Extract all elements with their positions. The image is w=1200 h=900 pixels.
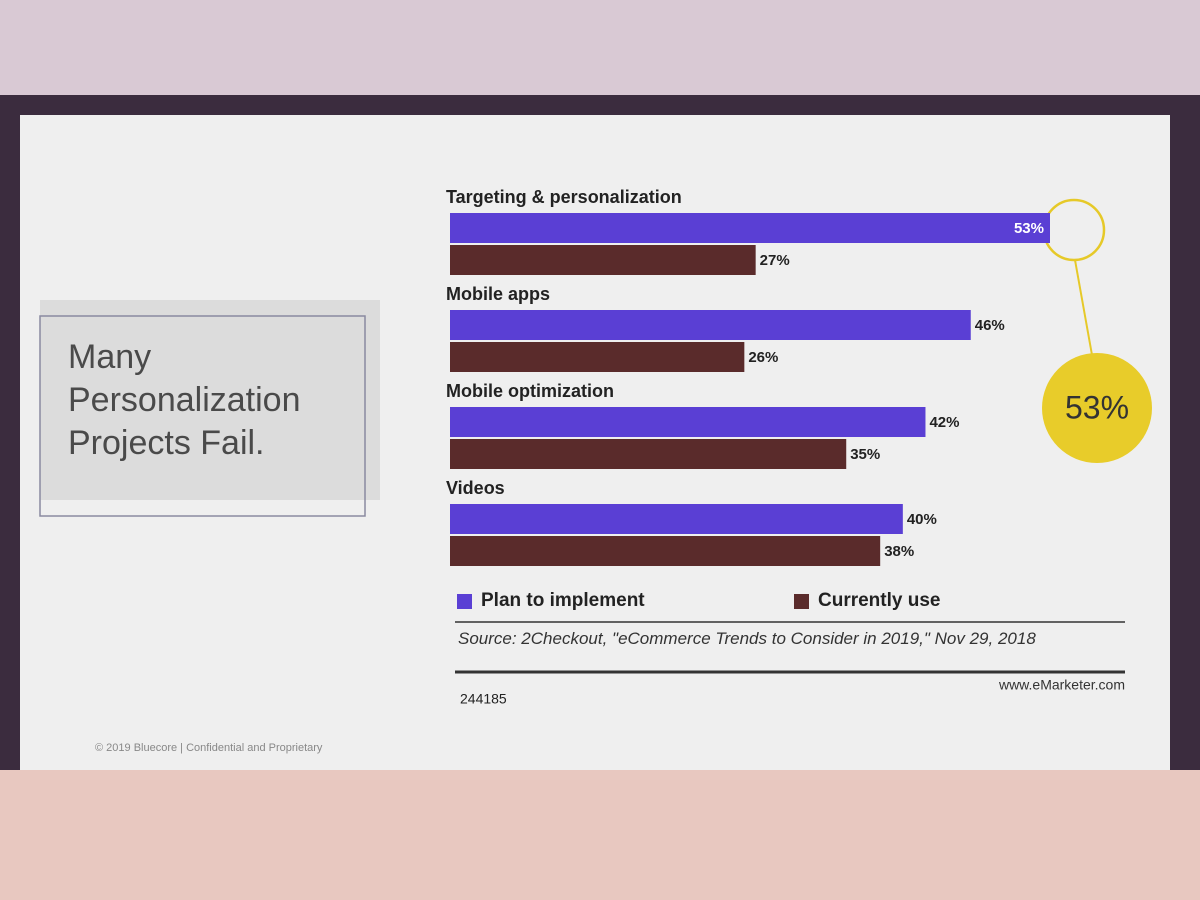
value-label: 42% (929, 414, 959, 431)
legend-label: Plan to implement (481, 590, 645, 611)
legend-swatch (457, 594, 472, 609)
category-label: Mobile apps (446, 284, 550, 304)
bar (450, 407, 926, 437)
source: Source: 2Checkout, "eCommerce Trends to … (458, 629, 1036, 648)
value-label: 38% (884, 543, 914, 560)
title-box (40, 300, 380, 500)
bar (450, 213, 1050, 243)
legend-label: Currently use (818, 590, 940, 611)
category-label: Targeting & personalization (446, 187, 682, 207)
title-frame (39, 315, 366, 517)
value-label: 35% (850, 446, 880, 463)
value-label: 26% (748, 349, 778, 366)
value-label: 46% (975, 317, 1005, 334)
value-label: 27% (760, 252, 790, 269)
bar (450, 504, 903, 534)
footer: © 2019 Bluecore | Confidential and Propr… (95, 742, 323, 754)
ceiling (0, 0, 1200, 95)
category-label: Mobile optimization (446, 381, 614, 401)
bar (450, 536, 881, 566)
value-label: 40% (907, 511, 937, 528)
bar (450, 342, 745, 372)
callout-text: 53% (1065, 389, 1129, 425)
legend-swatch (794, 594, 809, 609)
bar (450, 245, 756, 275)
callout (1042, 353, 1152, 463)
value-label: 53% (1014, 220, 1044, 237)
chart-id: 244185 (460, 691, 507, 707)
bar (450, 310, 971, 340)
curtain (0, 770, 1200, 900)
slide-title: Many Personalization Projects Fail. (68, 338, 301, 462)
credit: www.eMarketer.com (998, 677, 1125, 693)
callout-line (1074, 259, 1093, 356)
bar (450, 439, 847, 469)
category-label: Videos (446, 478, 505, 498)
